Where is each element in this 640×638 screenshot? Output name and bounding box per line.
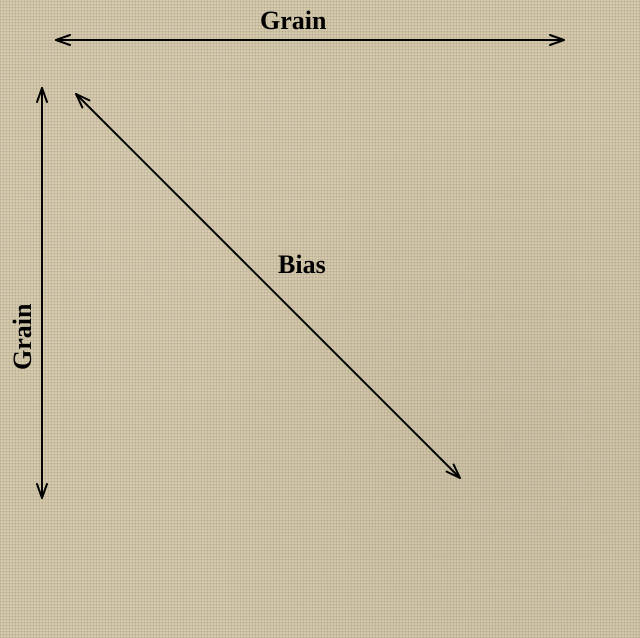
arrows-overlay: [0, 0, 640, 638]
grain-arrow-horizontal: [56, 35, 564, 45]
grain-label-top: Grain: [260, 6, 326, 36]
grain-label-left: Grain: [8, 304, 38, 370]
fabric-grain-diagram: Grain Grain Bias: [0, 0, 640, 638]
bias-arrow-diagonal: [76, 94, 460, 478]
bias-label: Bias: [278, 250, 326, 280]
grain-arrow-vertical: [37, 88, 47, 498]
